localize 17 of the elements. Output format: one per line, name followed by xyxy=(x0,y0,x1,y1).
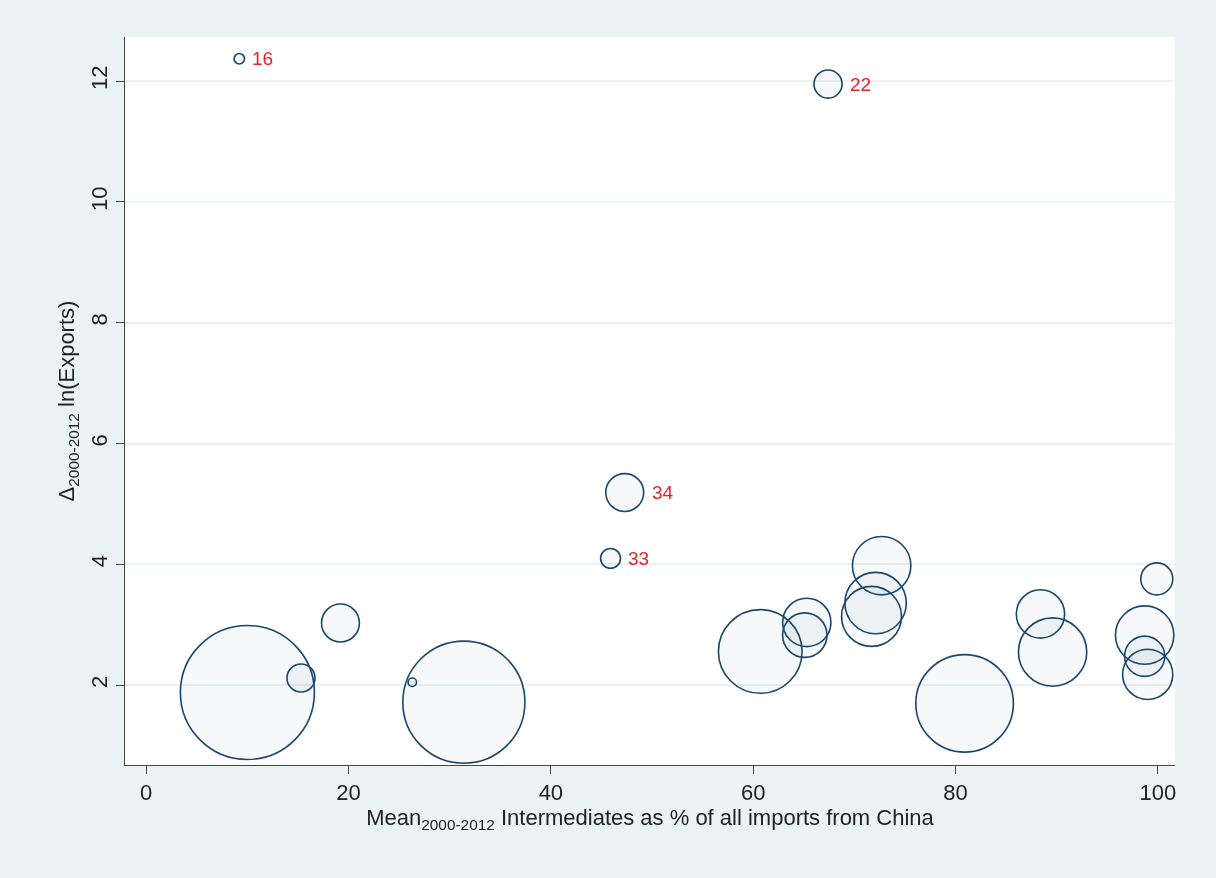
x-tick-label: 60 xyxy=(740,780,766,806)
y-tick-label: 10 xyxy=(87,186,113,211)
x-axis-title: Mean$_{2000-2012}$ Intermediates as % of all imports from China xyxy=(366,805,935,834)
y-tick-label: 4 xyxy=(87,554,113,568)
y-tick-label: 2 xyxy=(87,675,113,689)
x-tick-label: 100 xyxy=(1139,780,1177,806)
x-tick-label: 40 xyxy=(538,780,564,806)
x-tick-label: 0 xyxy=(140,780,153,806)
y-tick-label: 8 xyxy=(87,313,113,326)
annotation: 33 xyxy=(628,548,650,569)
x-tick-label: 20 xyxy=(336,780,361,806)
y-tick-label: 6 xyxy=(87,434,113,447)
annotation: 34 xyxy=(652,482,674,503)
annotation: 22 xyxy=(850,74,872,95)
annotation: 16 xyxy=(252,48,274,69)
y-tick-label: 12 xyxy=(87,65,113,91)
x-tick-label: 80 xyxy=(943,780,968,806)
